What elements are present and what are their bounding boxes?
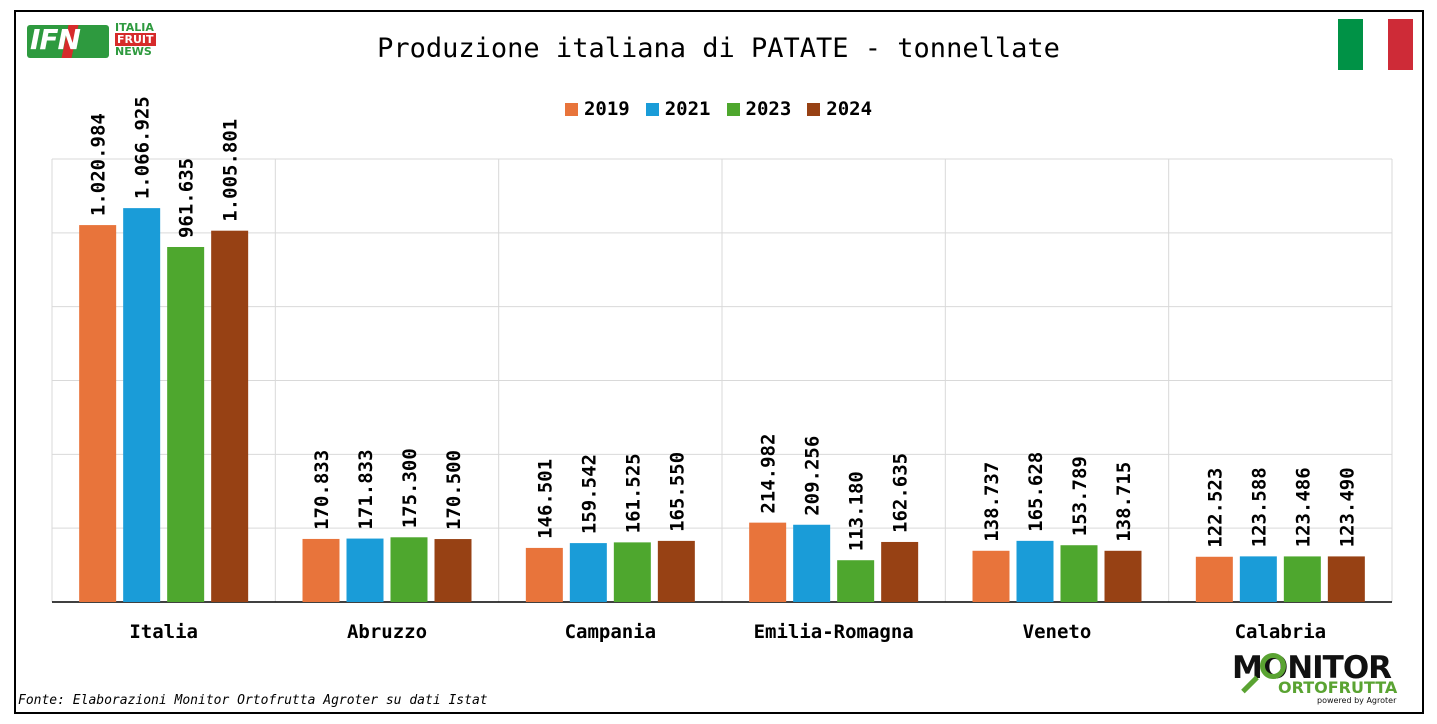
bar-2023-Abruzzo xyxy=(390,537,428,602)
legend-label: 2023 xyxy=(745,98,792,120)
legend-label: 2019 xyxy=(583,98,630,120)
bar-2019-Veneto xyxy=(972,550,1010,602)
bar-2024-Italia xyxy=(211,230,249,602)
ifn-logo-sidetext: ITALIA FRUIT NEWS xyxy=(115,22,156,58)
bar-2021-Campania xyxy=(569,543,607,602)
monitor-logo-powered: powered by Agroter xyxy=(1317,696,1397,705)
data-label: 171.833 xyxy=(355,449,377,529)
bar-2023-Veneto xyxy=(1060,545,1098,602)
data-label: 165.628 xyxy=(1025,452,1047,532)
legend-swatch xyxy=(645,102,659,116)
ifn-logo-line1: ITALIA xyxy=(115,21,154,34)
data-label: 175.300 xyxy=(399,448,421,528)
chart-title: Produzione italiana di PATATE - tonnella… xyxy=(377,33,1060,64)
bar-2024-Campania xyxy=(657,540,695,602)
flag-stripe-white xyxy=(1363,19,1388,70)
bar-2019-Italia xyxy=(79,225,117,603)
data-label: 113.180 xyxy=(846,471,868,551)
legend-item-2019: 2019 xyxy=(564,98,630,120)
data-label: 214.982 xyxy=(758,434,780,514)
ifn-logo-text: IFN xyxy=(30,23,81,56)
bar-2021-Italia xyxy=(123,208,161,602)
data-label: 961.635 xyxy=(176,158,198,238)
bar-2019-Campania xyxy=(525,547,563,602)
data-label: 159.542 xyxy=(578,454,600,534)
legend-swatch xyxy=(807,102,821,116)
bar-2023-Calabria xyxy=(1283,556,1321,602)
bar-2024-Emilia-Romagna xyxy=(881,541,919,602)
data-label: 1.066.925 xyxy=(132,96,154,199)
category-label: Abruzzo xyxy=(347,621,427,643)
category-label: Veneto xyxy=(1023,621,1092,643)
data-label: 138.715 xyxy=(1113,462,1135,542)
bar-2023-Emilia-Romagna xyxy=(837,560,875,602)
bar-2021-Abruzzo xyxy=(346,538,384,602)
bar-2021-Veneto xyxy=(1016,540,1054,602)
data-label: 1.005.801 xyxy=(220,119,242,222)
bar-2024-Calabria xyxy=(1327,556,1365,602)
category-label: Emilia-Romagna xyxy=(754,621,914,643)
bar-2021-Emilia-Romagna xyxy=(793,524,831,602)
monitor-ortofrutta-logo: MONITOR ORTOFRUTTA powered by Agroter xyxy=(1232,650,1422,706)
legend-item-2024: 2024 xyxy=(807,98,872,120)
legend-swatch xyxy=(726,102,740,116)
source-note: Fonte: Elaborazioni Monitor Ortofrutta A… xyxy=(18,693,488,708)
data-label: 123.588 xyxy=(1248,467,1270,547)
data-label: 165.550 xyxy=(666,452,688,532)
bar-2019-Abruzzo xyxy=(302,538,340,602)
bar-2023-Campania xyxy=(613,542,651,602)
data-label: 170.833 xyxy=(311,450,333,530)
data-label: 123.486 xyxy=(1292,467,1314,547)
ifn-logo-line3: NEWS xyxy=(115,45,152,58)
category-label: Calabria xyxy=(1235,621,1327,643)
data-label: 162.635 xyxy=(890,453,912,533)
data-label: 123.490 xyxy=(1336,467,1358,547)
data-label: 161.525 xyxy=(622,453,644,533)
data-label: 122.523 xyxy=(1204,468,1226,548)
category-label: Italia xyxy=(129,621,198,643)
legend-label: 2024 xyxy=(826,98,873,120)
ifn-logo-line2: FRUIT xyxy=(115,33,156,46)
data-label: 170.500 xyxy=(443,450,465,530)
monitor-logo-text: MONITOR xyxy=(1232,650,1392,686)
legend-swatch xyxy=(564,102,578,116)
flag-stripe-green xyxy=(1338,19,1363,70)
flag-stripe-red xyxy=(1388,19,1413,70)
legend-label: 2021 xyxy=(664,98,711,120)
legend-item-2023: 2023 xyxy=(726,98,792,120)
bar-2019-Calabria xyxy=(1195,556,1233,602)
bar-2019-Emilia-Romagna xyxy=(749,522,787,602)
data-label: 146.501 xyxy=(534,459,556,539)
bar-2021-Calabria xyxy=(1239,556,1277,602)
bar-2023-Italia xyxy=(167,246,205,603)
monitor-logo-subtext: ORTOFRUTTA xyxy=(1278,678,1398,697)
data-label: 153.789 xyxy=(1069,456,1091,536)
data-label: 1.020.984 xyxy=(88,113,110,216)
chart-frame xyxy=(14,10,1424,714)
bar-2024-Abruzzo xyxy=(434,539,472,602)
magnifier-icon xyxy=(1260,653,1286,679)
italian-flag xyxy=(1338,19,1413,70)
category-label: Campania xyxy=(565,621,657,643)
data-label: 138.737 xyxy=(981,462,1003,542)
legend-item-2021: 2021 xyxy=(645,98,711,120)
ifn-logo: IFN ITALIA FRUIT NEWS xyxy=(27,22,172,62)
chart-legend: 2019 2021 2023 2024 xyxy=(0,98,1437,120)
data-label: 209.256 xyxy=(802,436,824,516)
bar-2024-Veneto xyxy=(1104,550,1142,602)
